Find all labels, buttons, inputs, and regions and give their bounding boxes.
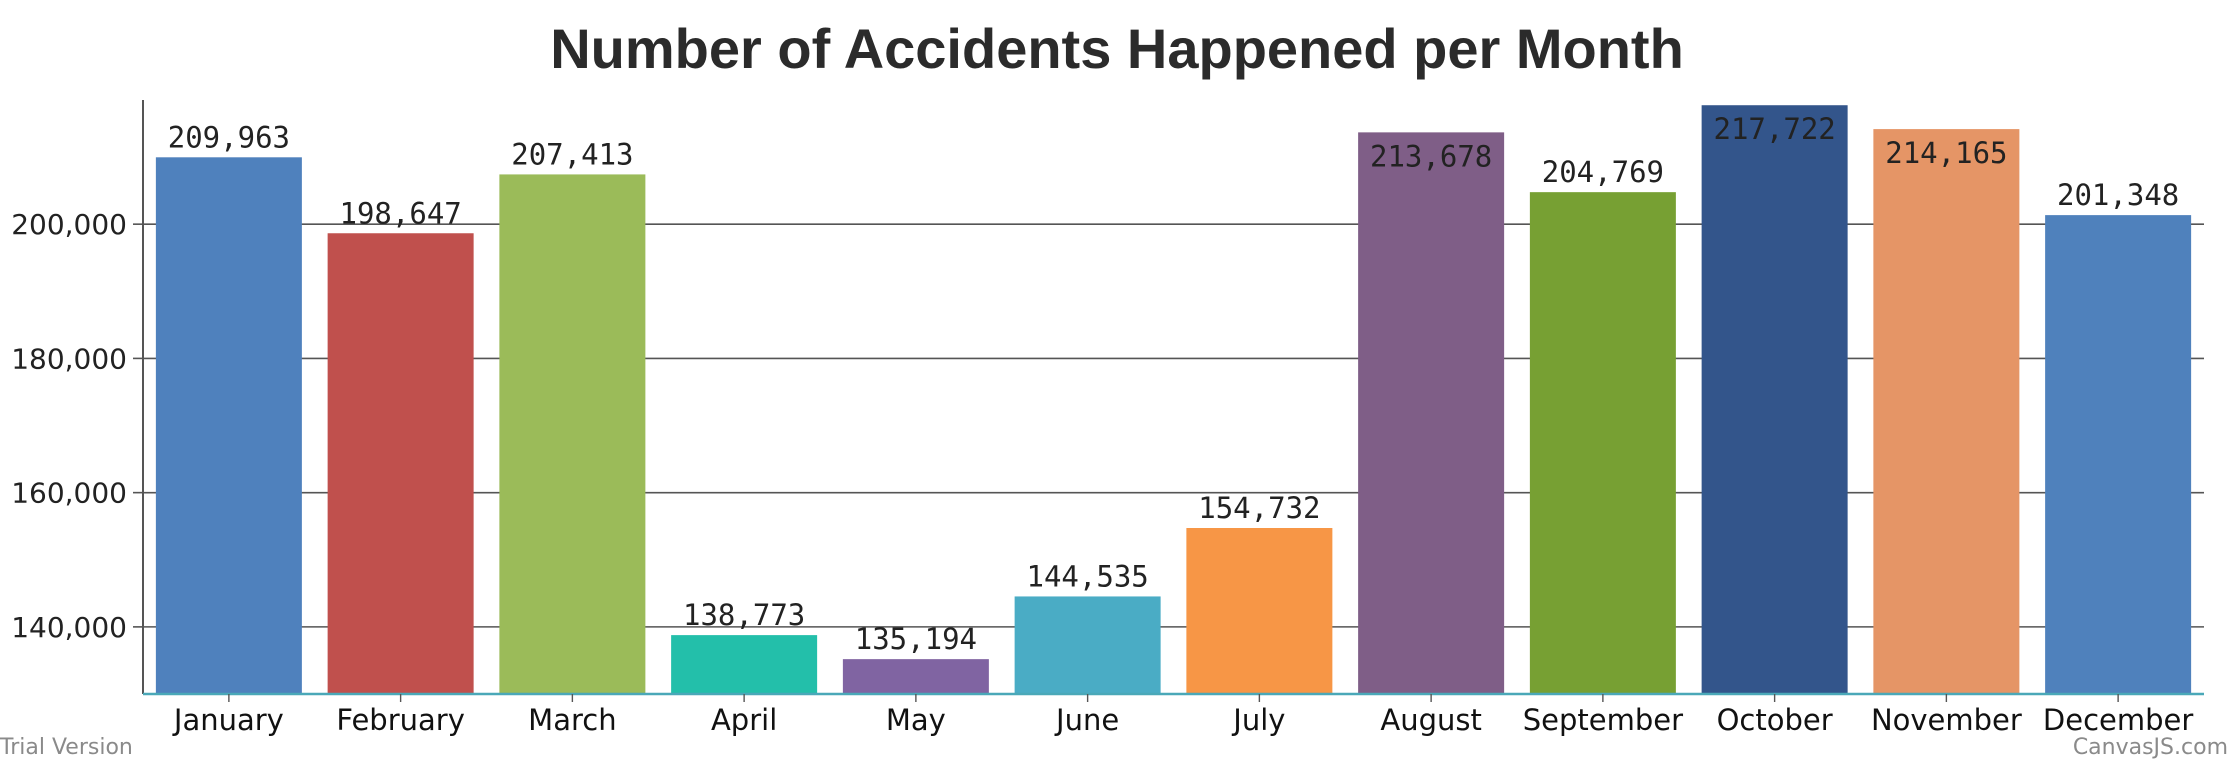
data-label: 144,535: [1027, 559, 1149, 593]
x-tick-label: August: [1380, 703, 1482, 737]
x-tick-label: October: [1717, 703, 1833, 737]
x-tick-label: May: [886, 703, 946, 737]
data-label: 198,647: [340, 196, 462, 230]
axes: [142, 100, 2204, 696]
y-tick-label: 180,000: [11, 342, 127, 375]
data-label: 217,722: [1714, 112, 1836, 146]
bar-october[interactable]: [1701, 105, 1848, 695]
x-tick-label: July: [1231, 703, 1285, 737]
bar-december[interactable]: [2045, 215, 2192, 695]
bar-june[interactable]: [1014, 596, 1161, 694]
x-tick-label: February: [336, 703, 465, 737]
canvasjs-credit-link[interactable]: CanvasJS.com: [2073, 735, 2228, 760]
x-tick-label: December: [2043, 703, 2193, 737]
data-label: 135,194: [855, 622, 977, 656]
bar-march[interactable]: [499, 174, 646, 695]
chart-title: Number of Accidents Happened per Month: [550, 17, 1684, 80]
data-labels: 209,963 198,647 207,413 138,773 135,194 144,5…: [168, 112, 2179, 656]
bar-september[interactable]: [1529, 192, 1676, 694]
trial-version-label: Trial Version: [0, 735, 133, 760]
y-tick-label: 140,000: [11, 611, 127, 644]
bar-february[interactable]: [327, 233, 474, 694]
y-axis-ticks: 140,000 160,000 180,000 200,000: [11, 208, 143, 644]
gridlines: [143, 223, 2204, 628]
x-axis-labels: January February March April May June July Augu…: [172, 694, 2193, 737]
bar-january[interactable]: [155, 157, 302, 694]
bar-august[interactable]: [1358, 132, 1505, 694]
bars: [155, 105, 2192, 695]
bar-november[interactable]: [1873, 129, 2020, 694]
y-tick-label: 200,000: [11, 208, 127, 241]
x-tick-label: November: [1871, 703, 2022, 737]
bar-may[interactable]: [842, 659, 989, 694]
x-tick-label: September: [1523, 703, 1683, 737]
data-label: 207,413: [511, 137, 633, 171]
data-label: 154,732: [1198, 491, 1320, 525]
data-label: 204,769: [1542, 155, 1664, 189]
x-tick-label: January: [172, 703, 284, 737]
data-label: 201,348: [2057, 178, 2179, 212]
x-tick-label: March: [528, 703, 616, 737]
x-tick-label: June: [1054, 703, 1119, 737]
data-label: 213,678: [1370, 139, 1492, 173]
y-tick-label: 160,000: [11, 477, 127, 510]
data-label: 209,963: [168, 120, 290, 154]
x-tick-label: April: [711, 703, 777, 737]
data-label: 214,165: [1885, 136, 2007, 170]
data-label: 138,773: [683, 598, 805, 632]
bar-july[interactable]: [1186, 528, 1333, 694]
bar-april[interactable]: [671, 635, 818, 694]
